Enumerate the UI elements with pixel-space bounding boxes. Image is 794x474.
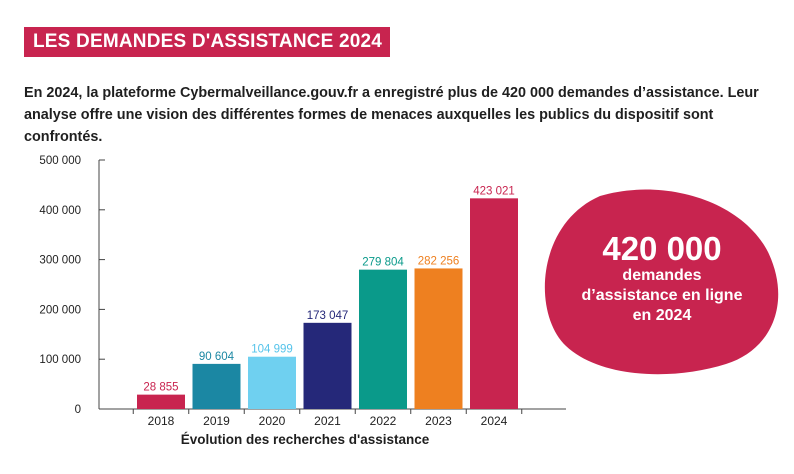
- highlight-line-1: demandes: [622, 267, 701, 284]
- section-title: LES DEMANDES D'ASSISTANCE 2024: [24, 27, 391, 57]
- bar-value-label: 282 256: [418, 255, 460, 267]
- bar-value-label: 90 604: [199, 351, 235, 363]
- highlight-line-3: en 2024: [633, 307, 692, 324]
- x-tick-label: 2021: [314, 414, 341, 428]
- bar-value-label: 28 855: [143, 382, 178, 394]
- y-tick-label: 400 000: [39, 205, 81, 217]
- x-tick-label: 2023: [425, 414, 452, 428]
- bar-2023: [414, 268, 463, 409]
- highlight-number: 420 000: [602, 230, 721, 267]
- bar-value-label: 104 999: [251, 344, 293, 356]
- highlight-line-2: d’assistance en ligne: [582, 287, 743, 304]
- bar-2019: [192, 363, 241, 409]
- chart-bars: 28 855 2018 90 604 2019 104 999 2020 173 047 20…: [137, 185, 518, 428]
- highlight-blob-shape: [544, 189, 779, 375]
- bar-2018: [137, 394, 185, 409]
- y-tick-label: 300 000: [39, 255, 81, 267]
- bar-2022: [359, 269, 407, 409]
- y-tick-label: 500 000: [39, 155, 81, 167]
- bar-2024: [470, 198, 518, 409]
- x-tick-label: 2019: [203, 414, 230, 428]
- bar-2021: [303, 322, 352, 409]
- highlight-blob: 420 000 demandes d’assistance en ligne e…: [544, 189, 779, 375]
- bar-value-label: 173 047: [307, 310, 349, 322]
- x-tick-label: 2024: [481, 414, 508, 428]
- y-tick-label: 200 000: [39, 304, 81, 316]
- y-tick-label: 100 000: [39, 354, 81, 366]
- y-tick-label: 0: [75, 404, 81, 416]
- x-tick-label: 2022: [370, 414, 397, 428]
- x-tick-label: 2020: [259, 414, 286, 428]
- bar-2020: [248, 356, 296, 409]
- bar-value-label: 279 804: [362, 257, 404, 269]
- x-axis-label: Évolution des recherches d'assistance: [181, 432, 430, 447]
- x-tick-label: 2018: [148, 414, 175, 428]
- intro-paragraph: En 2024, la plateforme Cybermalveillance…: [24, 85, 759, 145]
- bar-value-label: 423 021: [473, 185, 515, 197]
